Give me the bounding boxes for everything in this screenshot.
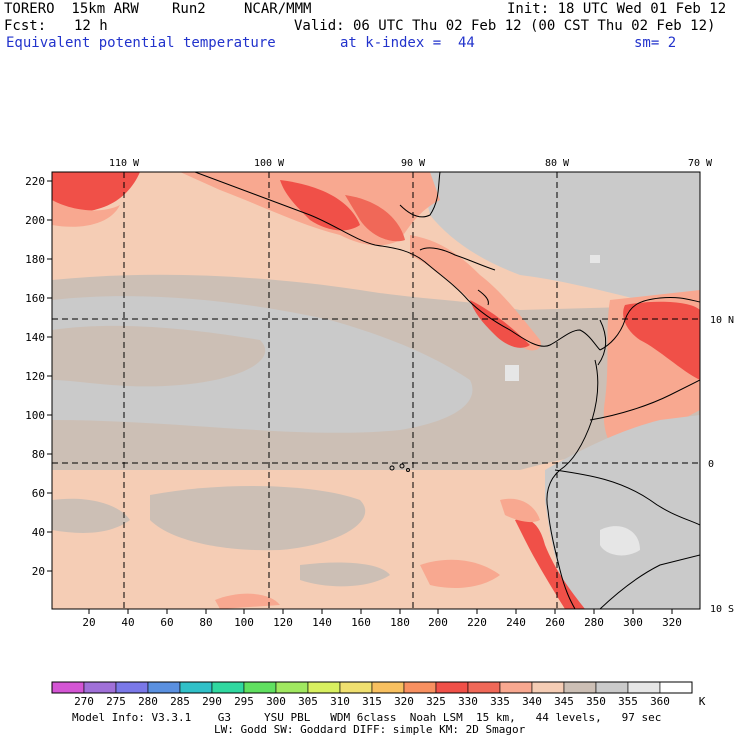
map-frame [51, 171, 701, 610]
y-tick-label: 80 [32, 448, 45, 461]
colorbar-swatch [275, 681, 309, 694]
colorbar-label: 345 [554, 695, 574, 708]
colorbar-swatch [659, 681, 693, 694]
x-tick-label: 180 [390, 616, 410, 629]
colorbar-swatch [563, 681, 597, 694]
y-tick-label: 100 [25, 409, 45, 422]
lon-label-100w: 100 W [254, 158, 285, 169]
colorbar-labels: 270 275 280 285 290 295 300 305 310 315 320 325 330 3… [74, 695, 670, 708]
smoothing-label: sm= 2 [634, 35, 677, 51]
colorbar-label: 325 [426, 695, 446, 708]
valid-time: Valid: 06 UTC Thu 02 Feb 12 (00 CST Thu … [294, 18, 716, 34]
y-tick-label: 140 [25, 331, 45, 344]
colorbar-swatch [627, 681, 661, 694]
y-tick-label: 120 [25, 370, 45, 383]
colorbar-swatch [211, 681, 245, 694]
colorbar-swatch [83, 681, 117, 694]
colorbar-label: 350 [586, 695, 606, 708]
y-tick-label: 220 [25, 175, 45, 188]
colorbar-swatch [339, 681, 373, 694]
forecast-label: Fcst: [4, 18, 47, 34]
colorbar-label: 360 [650, 695, 670, 708]
x-tick-label: 160 [351, 616, 371, 629]
colorbar-swatch [115, 681, 149, 694]
x-tick-label: 40 [121, 616, 134, 629]
lat-label-eq: 0 [708, 459, 714, 470]
colorbar-label: 330 [458, 695, 478, 708]
x-tick-label: 280 [584, 616, 604, 629]
x-tick-label: 200 [428, 616, 448, 629]
x-tick-label: 220 [467, 616, 487, 629]
colorbar-swatch [595, 681, 629, 694]
x-tick-label: 120 [273, 616, 293, 629]
colorbar-label: 270 [74, 695, 94, 708]
y-tick-label: 180 [25, 253, 45, 266]
colorbar-swatch [403, 681, 437, 694]
colorbar [51, 681, 693, 694]
colorbar-unit: K [699, 695, 706, 708]
colorbar-swatch [179, 681, 213, 694]
colorbar-swatch [435, 681, 469, 694]
colorbar-label: 340 [522, 695, 542, 708]
lon-label-90w: 90 W [401, 158, 426, 169]
x-tick-label: 240 [506, 616, 526, 629]
x-tick-label: 320 [662, 616, 682, 629]
x-tick-label: 140 [312, 616, 332, 629]
colorbar-label: 315 [362, 695, 382, 708]
y-tick-label: 200 [25, 214, 45, 227]
colorbar-label: 320 [394, 695, 414, 708]
colorbar-swatch [307, 681, 341, 694]
lon-label-110w: 110 W [109, 158, 140, 169]
colorbar-label: 280 [138, 695, 158, 708]
colorbar-swatch [147, 681, 181, 694]
colorbar-label: 335 [490, 695, 510, 708]
y-tick-label: 160 [25, 292, 45, 305]
y-tick-label: 20 [32, 565, 45, 578]
lat-label-10s: 10 S [710, 604, 734, 615]
colorbar-swatch [467, 681, 501, 694]
colorbar-swatch [51, 681, 85, 694]
x-tick-label: 80 [199, 616, 212, 629]
colorbar-label: 300 [266, 695, 286, 708]
colorbar-label: 305 [298, 695, 318, 708]
x-tick-label: 260 [545, 616, 565, 629]
org-label: NCAR/MMM [244, 1, 312, 17]
colorbar-label: 285 [170, 695, 190, 708]
x-tick-label: 60 [160, 616, 173, 629]
colorbar-swatch [243, 681, 277, 694]
axis-ticks [47, 180, 673, 614]
physics-info: LW: Godd SW: Goddard DIFF: simple KM: 2D… [214, 723, 526, 736]
field-name: Equivalent potential temperature [6, 35, 276, 51]
colorbar-swatch [499, 681, 533, 694]
colorbar-swatch [531, 681, 565, 694]
colorbar-label: 275 [106, 695, 126, 708]
model-info: Model Info: V3.3.1 G3 YSU PBL WDM 6class… [72, 711, 662, 724]
graticule [52, 172, 700, 609]
run-label: Run2 [172, 1, 206, 17]
x-tick-label: 300 [623, 616, 643, 629]
lon-label-70w: 70 W [688, 158, 713, 169]
x-tick-label: 20 [82, 616, 95, 629]
colorbar-swatch [371, 681, 405, 694]
colorbar-label: 310 [330, 695, 350, 708]
y-tick-label: 60 [32, 487, 45, 500]
lat-label-10n: 10 N [710, 315, 734, 326]
model-name: TORERO 15km ARW [4, 1, 139, 17]
init-time: Init: 18 UTC Wed 01 Feb 12 [507, 1, 727, 17]
theta-e-field [52, 172, 700, 609]
lon-label-80w: 80 W [545, 158, 570, 169]
y-tick-label: 40 [32, 526, 45, 539]
colorbar-label: 290 [202, 695, 222, 708]
colorbar-frame [51, 681, 693, 694]
colorbar-label: 355 [618, 695, 638, 708]
coastlines [194, 172, 700, 609]
level-label: at k-index = 44 [340, 35, 475, 51]
x-tick-label: 100 [234, 616, 254, 629]
colorbar-label: 295 [234, 695, 254, 708]
forecast-hour: 12 h [74, 18, 108, 34]
